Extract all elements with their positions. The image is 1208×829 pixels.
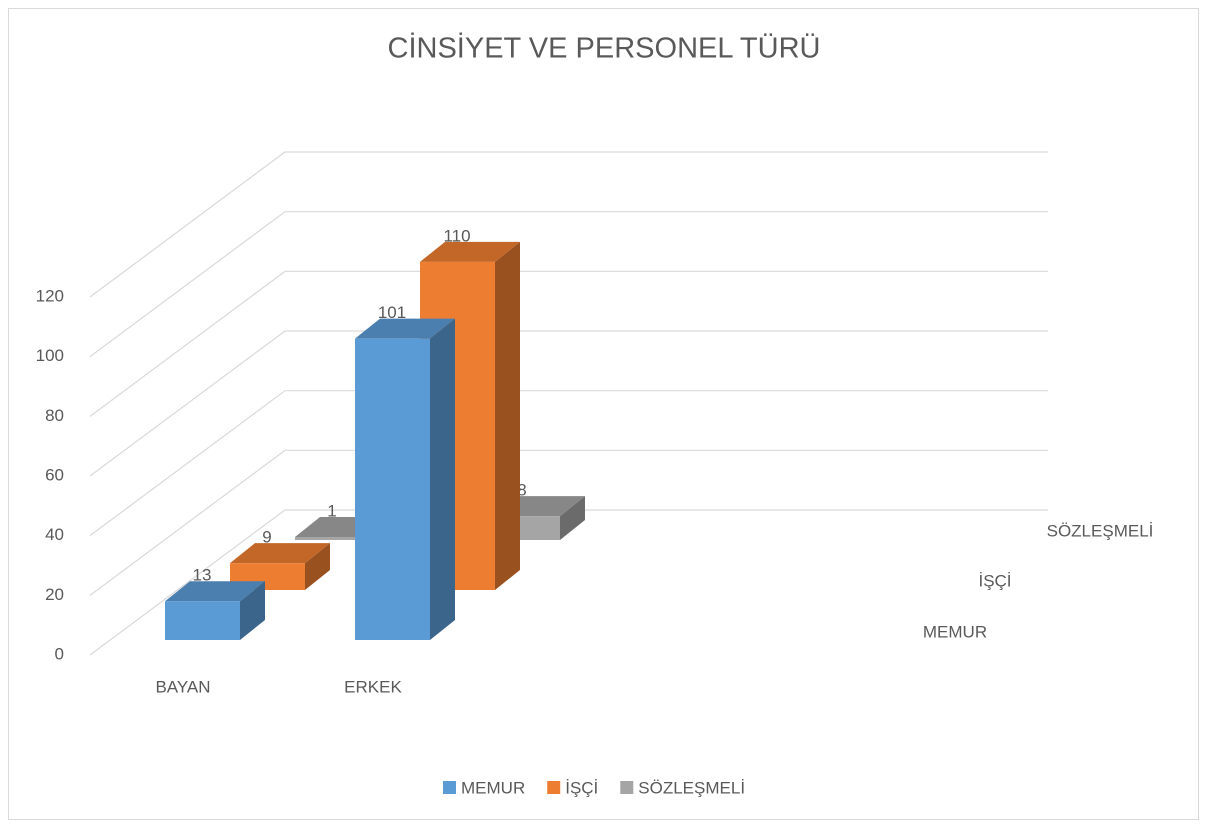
data-label: 9 xyxy=(262,528,271,547)
bar-top xyxy=(230,543,330,564)
x-tick-label: ERKEK xyxy=(344,677,402,696)
grid-line xyxy=(89,449,1048,596)
x-tick-label: BAYAN xyxy=(155,677,210,696)
bar-side xyxy=(430,318,455,640)
bar xyxy=(295,537,370,540)
depth-axis-label: İŞÇİ xyxy=(978,571,1011,590)
legend-swatch xyxy=(547,781,561,794)
legend-label: MEMUR xyxy=(461,778,525,797)
bar-side xyxy=(305,543,330,590)
grid-line xyxy=(89,211,1048,358)
chart-title: CİNSİYET VE PERSONEL TÜRÜ xyxy=(388,32,821,65)
legend-label: SÖZLEŞMELİ xyxy=(638,778,745,797)
data-label: 101 xyxy=(378,303,406,322)
bar-top xyxy=(165,581,265,602)
data-label: 13 xyxy=(193,566,212,585)
depth-axis-label: MEMUR xyxy=(923,622,987,641)
y-tick-label: 40 xyxy=(45,525,64,544)
y-tick-label: 100 xyxy=(36,346,64,365)
bar-top xyxy=(355,318,455,339)
grid-line xyxy=(89,390,1048,537)
data-label: 110 xyxy=(443,226,470,245)
legend-swatch xyxy=(443,781,456,794)
y-tick-label: 60 xyxy=(45,465,64,484)
bar-top xyxy=(420,241,520,262)
grid-line xyxy=(89,270,1048,417)
legend-swatch xyxy=(620,781,634,794)
grid-line xyxy=(89,151,1048,298)
data-label: 8 xyxy=(517,481,526,500)
y-tick-label: 20 xyxy=(45,585,64,604)
bar-side xyxy=(560,496,585,540)
y-tick-label: 120 xyxy=(36,286,64,305)
bar xyxy=(165,601,240,640)
chart-border xyxy=(8,8,1199,820)
grid-line xyxy=(89,330,1048,477)
bar xyxy=(355,338,430,640)
data-label: 1 xyxy=(327,502,336,521)
y-tick-label: 80 xyxy=(45,406,64,425)
y-tick-label: 0 xyxy=(55,644,64,663)
grid-line xyxy=(89,509,1048,656)
depth-axis-label: SÖZLEŞMELİ xyxy=(1047,521,1154,540)
bar-side xyxy=(240,581,265,640)
legend-label: İŞÇİ xyxy=(565,778,598,797)
bar-side xyxy=(495,241,520,591)
